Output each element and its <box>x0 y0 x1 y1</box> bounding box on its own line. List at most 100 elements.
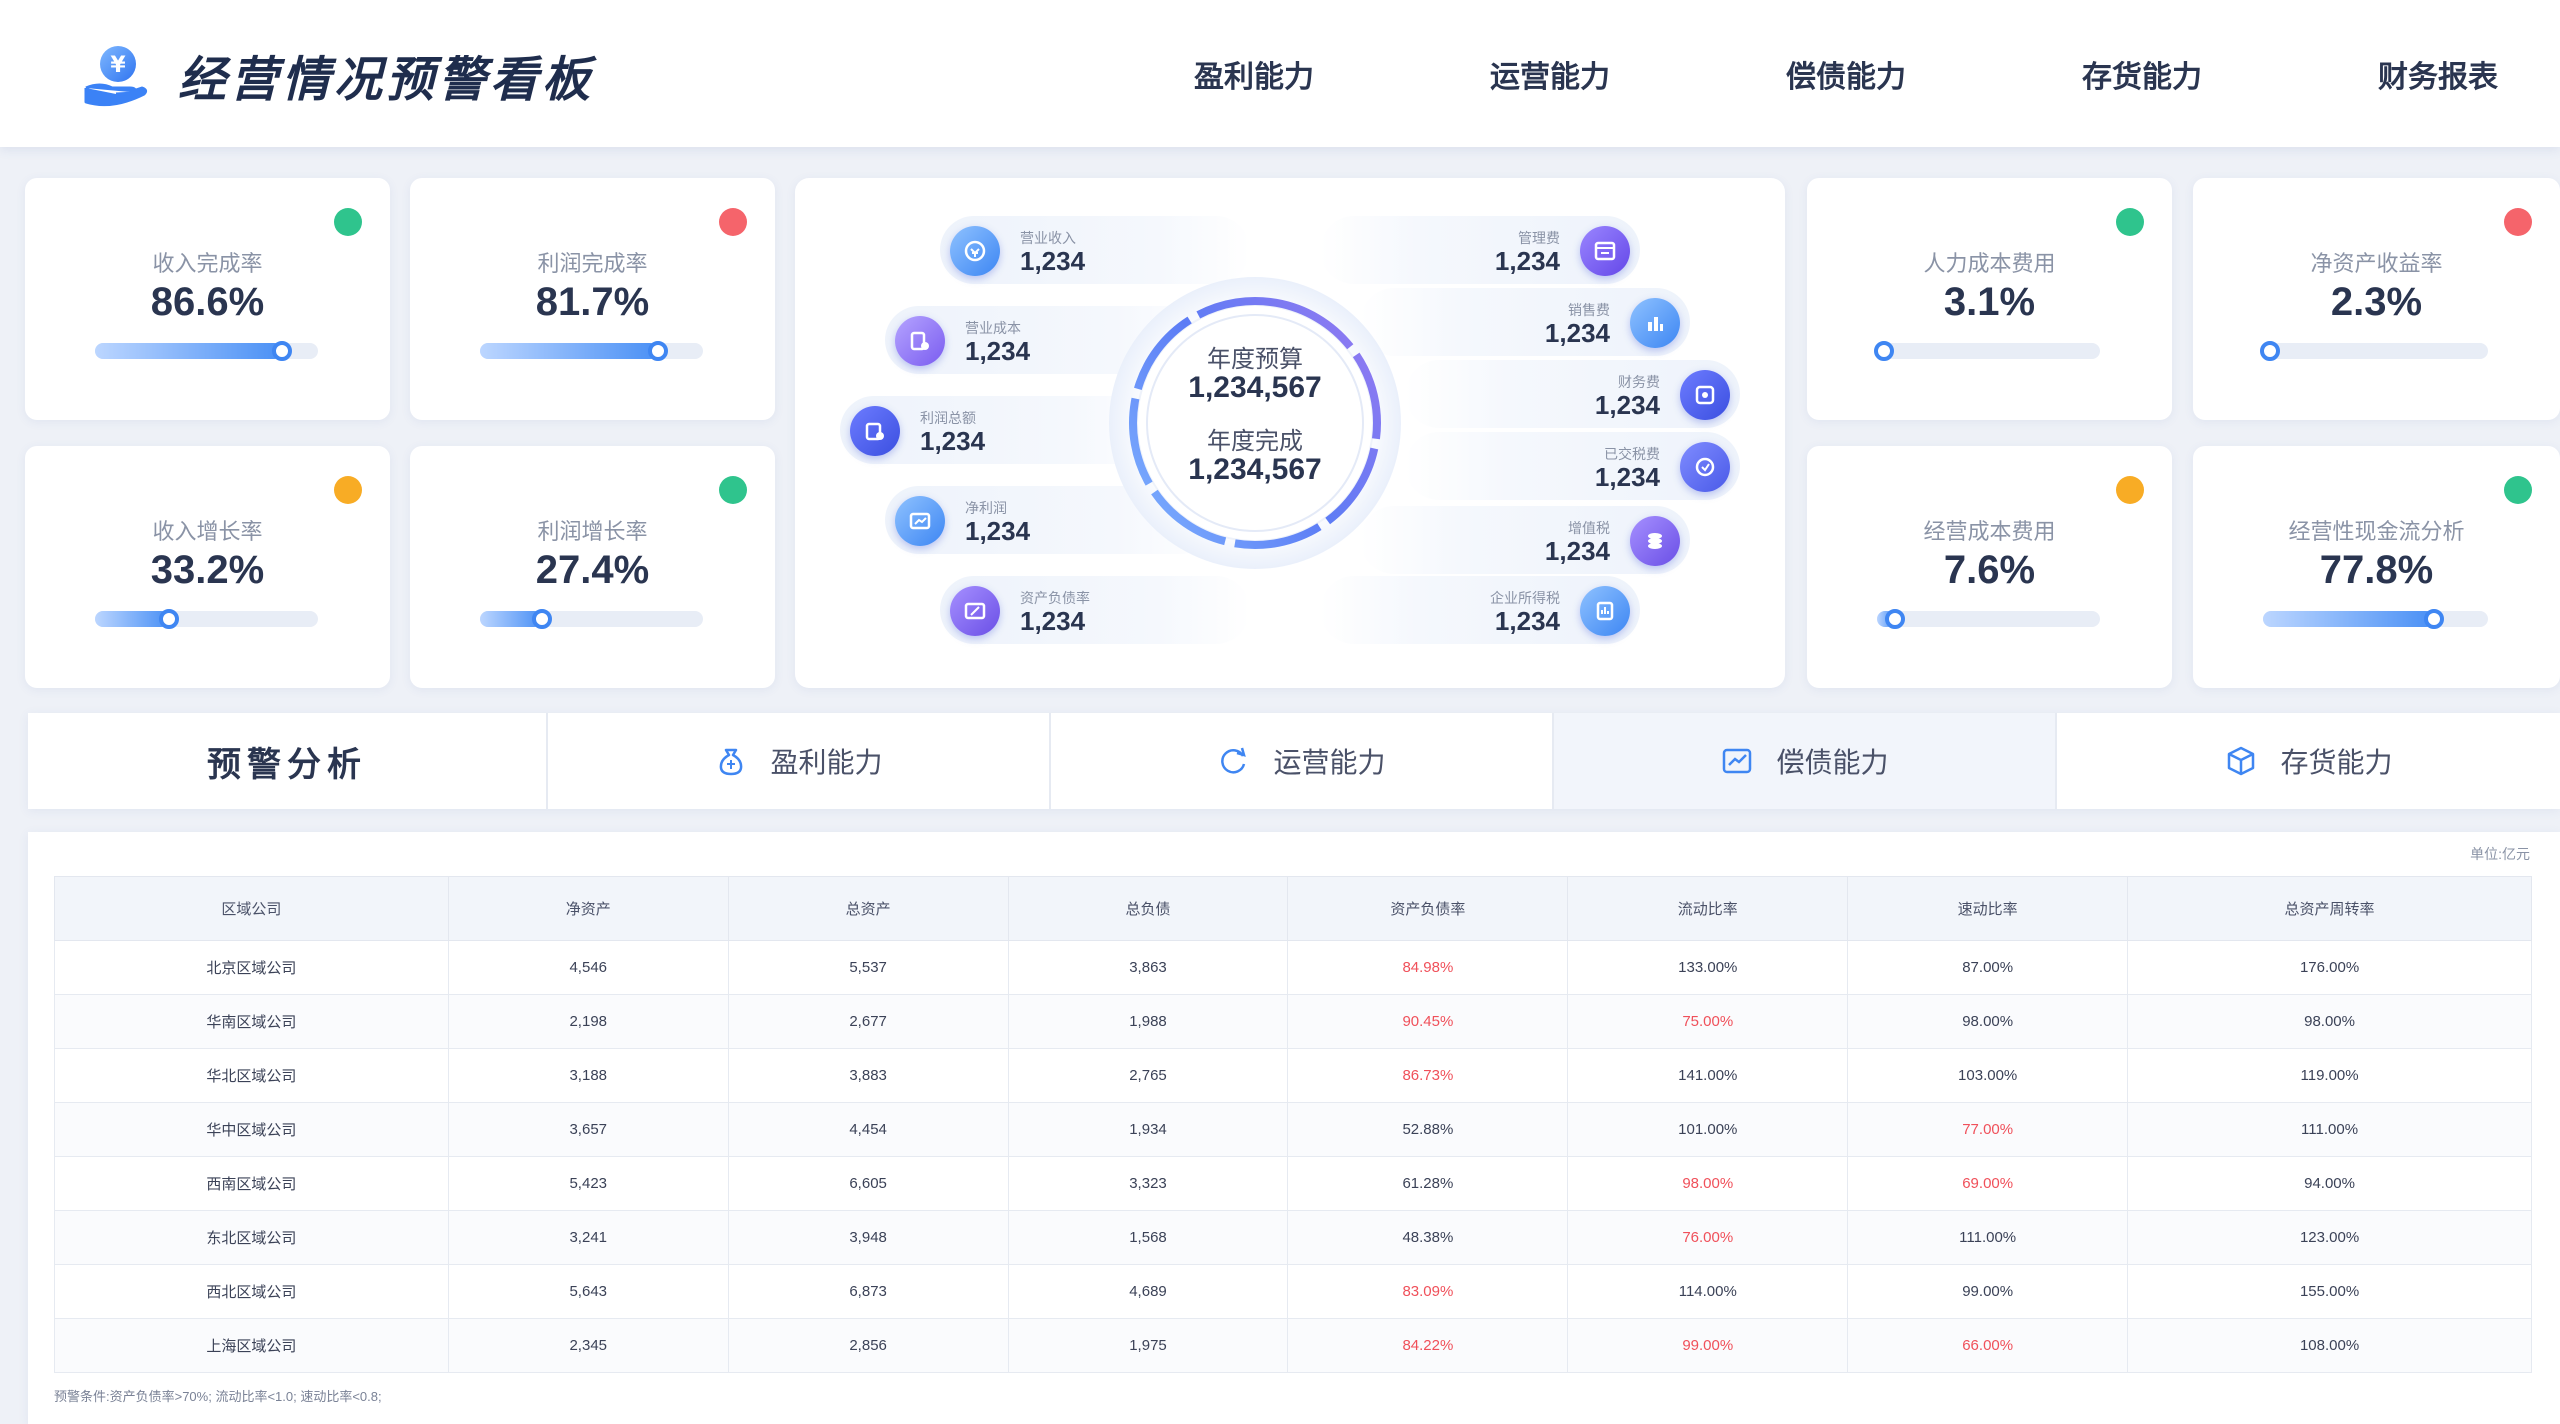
kpi-label: 利润完成率 <box>537 251 648 276</box>
metric-admin-fee[interactable]: 管理费 1,234 <box>1320 216 1640 284</box>
table-cell: 3,948 <box>727 1210 1009 1265</box>
warning-table-panel: 单位:亿元 区域公司 净资产 总资产 总负债 资产负债率 流动比率 速动比率 总资产周转率 北… <box>28 832 2560 1424</box>
table-cell: 1,568 <box>1007 1210 1289 1265</box>
table-cell: 3,188 <box>447 1048 729 1103</box>
table-cell: 48.38% <box>1287 1210 1569 1265</box>
progress-track <box>480 609 703 629</box>
metric-label: 销售费 <box>1568 302 1610 318</box>
metric-label: 营业成本 <box>965 320 1021 336</box>
table-cell: 99.00% <box>1567 1318 1849 1373</box>
table-cell: 83.09% <box>1287 1264 1569 1319</box>
progress-fill <box>480 343 659 359</box>
kpi-card[interactable]: 利润增长率 27.4% <box>410 446 775 688</box>
kpi-value: 77.8% <box>2319 548 2434 592</box>
tab-inventory[interactable]: 存货能力 <box>2057 713 2560 809</box>
progress-track <box>1877 609 2100 629</box>
metric-vat[interactable]: 增值税 1,234 <box>1360 506 1690 574</box>
kpi-card[interactable]: 经营成本费用 7.6% <box>1807 446 2172 688</box>
tab-label: 存货能力 <box>2280 747 2393 778</box>
table-row[interactable]: 西南区域公司 5,423 6,605 3,323 61.28% 98.00% 69.00% 9… <box>54 1156 2532 1211</box>
table-cell: 114.00% <box>1567 1264 1849 1319</box>
profit-icon <box>850 406 900 456</box>
table-cell: 176.00% <box>2127 940 2532 995</box>
tab-operations[interactable]: 运营能力 <box>1051 713 1554 809</box>
nav-solvency[interactable]: 偿债能力 <box>1786 61 1906 94</box>
kpi-card[interactable]: 收入完成率 86.6% <box>25 178 390 420</box>
finance-fee-icon <box>1680 370 1730 420</box>
budget-label: 年度预算 <box>1207 346 1303 373</box>
table-cell: 66.00% <box>1847 1318 2129 1373</box>
table-cell: 西南区域公司 <box>54 1156 449 1211</box>
tax-paid-icon <box>1680 442 1730 492</box>
kpi-label: 收入完成率 <box>152 251 263 276</box>
table-cell: 98.00% <box>2127 994 2532 1049</box>
table-row[interactable]: 华中区域公司 3,657 4,454 1,934 52.88% 101.00% 77.00%… <box>54 1102 2532 1157</box>
status-dot <box>2116 208 2144 236</box>
table-cell: 61.28% <box>1287 1156 1569 1211</box>
kpi-label: 利润增长率 <box>537 519 648 544</box>
table-cell: 141.00% <box>1567 1048 1849 1103</box>
metric-sales-fee[interactable]: 销售费 1,234 <box>1360 288 1690 356</box>
metric-finance-fee[interactable]: 财务费 1,234 <box>1405 360 1740 428</box>
progress-knob <box>158 609 179 629</box>
vat-icon <box>1630 516 1680 566</box>
kpi-label: 收入增长率 <box>152 519 263 544</box>
kpi-card[interactable]: 利润完成率 81.7% <box>410 178 775 420</box>
table-cell: 3,657 <box>447 1102 729 1157</box>
tab-solvency[interactable]: 偿债能力 <box>1554 713 2057 809</box>
column-header: 速动比率 <box>1847 876 2129 941</box>
table-cell: 69.00% <box>1847 1156 2129 1211</box>
done-label: 年度完成 <box>1207 428 1303 455</box>
metric-label: 已交税费 <box>1604 446 1660 462</box>
nav-profitability[interactable]: 盈利能力 <box>1194 61 1314 94</box>
table-row[interactable]: 北京区域公司 4,546 5,537 3,863 84.98% 133.00% 87.00%… <box>54 940 2532 995</box>
nav-inventory[interactable]: 存货能力 <box>2082 61 2202 94</box>
kpi-card[interactable]: 收入增长率 33.2% <box>25 446 390 688</box>
metric-tax-paid[interactable]: 已交税费 1,234 <box>1405 432 1740 500</box>
table-cell: 90.45% <box>1287 994 1569 1049</box>
table-cell: 2,345 <box>447 1318 729 1373</box>
kpi-card[interactable]: 净资产收益率 2.3% <box>2193 178 2560 420</box>
metric-value: 1,234 <box>1494 606 1560 636</box>
tab-label: 运营能力 <box>1273 747 1386 778</box>
metric-income-tax[interactable]: 企业所得税 1,234 <box>1320 576 1640 644</box>
tab-profitability[interactable]: 盈利能力 <box>548 713 1051 809</box>
table-row[interactable]: 上海区域公司 2,345 2,856 1,975 84.22% 99.00% 66.00% 1… <box>54 1318 2532 1373</box>
warning-table: 区域公司 净资产 总资产 总负债 资产负债率 流动比率 速动比率 总资产周转率 北京区域公司 4… <box>54 876 2532 1373</box>
metric-debt-ratio[interactable]: 资产负债率 1,234 <box>940 576 1250 644</box>
table-row[interactable]: 西北区域公司 5,643 6,873 4,689 83.09% 114.00% 99.00%… <box>54 1264 2532 1319</box>
metric-revenue[interactable]: 营业收入 1,234 <box>940 216 1250 284</box>
status-dot <box>719 476 747 504</box>
table-row[interactable]: 东北区域公司 3,241 3,948 1,568 48.38% 76.00% 111.00%… <box>54 1210 2532 1265</box>
metric-value: 1,234 <box>1544 536 1610 566</box>
tab-label: 盈利能力 <box>770 747 883 778</box>
metric-value: 1,234 <box>920 426 986 456</box>
status-dot <box>334 208 362 236</box>
table-cell: 2,677 <box>727 994 1009 1049</box>
table-cell: 75.00% <box>1567 994 1849 1049</box>
table-cell: 6,873 <box>727 1264 1009 1319</box>
page-title: 经营情况预警看板 <box>178 54 595 107</box>
table-cell: 77.00% <box>1847 1102 2129 1157</box>
table-cell: 西北区域公司 <box>54 1264 449 1319</box>
kpi-card[interactable]: 人力成本费用 3.1% <box>1807 178 2172 420</box>
table-cell: 4,454 <box>727 1102 1009 1157</box>
table-cell: 华南区域公司 <box>54 994 449 1049</box>
table-row[interactable]: 华北区域公司 3,188 3,883 2,765 86.73% 141.00% 103.00… <box>54 1048 2532 1103</box>
metric-value: 1,234 <box>1020 606 1086 636</box>
budget-value: 1,234,567 <box>1188 371 1322 404</box>
column-header: 总负债 <box>1007 876 1289 941</box>
box-icon <box>2228 746 2255 776</box>
table-row[interactable]: 华南区域公司 2,198 2,677 1,988 90.45% 75.00% 98.00% 9… <box>54 994 2532 1049</box>
progress-knob <box>272 341 293 361</box>
header: ¥ 经营情况预警看板 盈利能力 运营能力 偿债能力 存货能力 财务报表 <box>0 0 2560 147</box>
nav-operations[interactable]: 运营能力 <box>1490 61 1610 94</box>
metric-value: 1,234 <box>1494 246 1560 276</box>
coin-icon <box>950 226 1000 276</box>
budget-overview-panel: 营业收入 1,234 营业成本 1,234 利润总额 1,234 净利润 1,2… <box>795 178 1785 688</box>
hand-coin-icon: ¥ <box>84 46 148 107</box>
kpi-value: 33.2% <box>150 548 265 592</box>
nav-financial-report[interactable]: 财务报表 <box>2378 61 2498 94</box>
kpi-card[interactable]: 经营性现金流分析 77.8% <box>2193 446 2560 688</box>
tabs-title: 预警分析 <box>28 713 548 809</box>
